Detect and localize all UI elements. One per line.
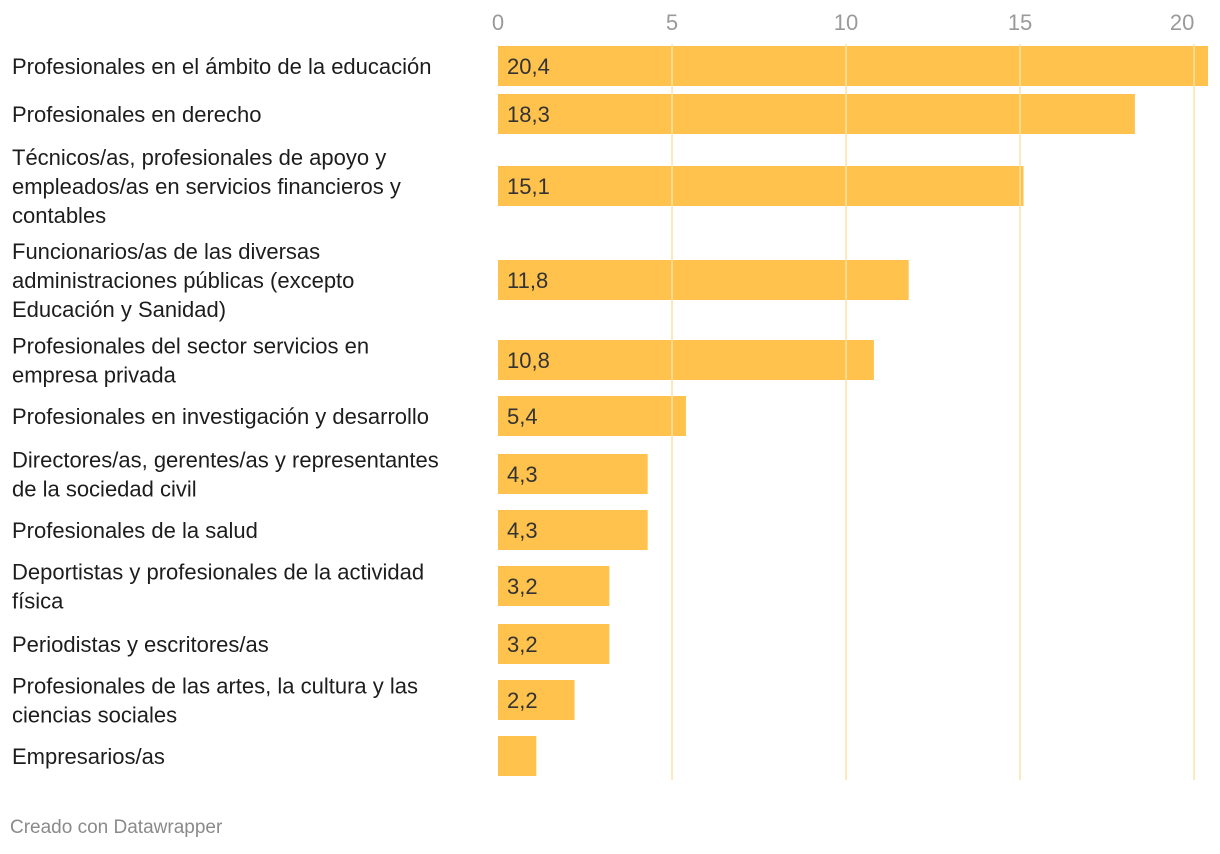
bar-value-label: 2,2 bbox=[507, 688, 538, 713]
category-label: Profesionales de las artes, la cultura y… bbox=[12, 674, 418, 728]
category-label: Profesionales de la salud bbox=[12, 518, 258, 543]
category-label-line: Profesionales en el ámbito de la educaci… bbox=[12, 54, 432, 79]
bar bbox=[498, 680, 575, 720]
category-label-line: Profesionales en derecho bbox=[12, 102, 262, 127]
bar bbox=[498, 396, 686, 436]
category-label-line: Periodistas y escritores/as bbox=[12, 632, 269, 657]
category-label-line: contables bbox=[12, 203, 106, 228]
category-label: Profesionales en derecho bbox=[12, 102, 262, 127]
bar bbox=[498, 566, 610, 606]
category-label-line: Empresarios/as bbox=[12, 744, 165, 769]
x-tick-label: 15 bbox=[1008, 10, 1032, 35]
bar bbox=[498, 166, 1024, 206]
x-tick-label: 20 bbox=[1170, 10, 1194, 35]
bar bbox=[498, 46, 1208, 86]
category-label: Profesionales en el ámbito de la educaci… bbox=[12, 54, 432, 79]
category-label-line: de la sociedad civil bbox=[12, 477, 197, 502]
bar-value-label: 15,1 bbox=[507, 174, 550, 199]
bar bbox=[498, 736, 537, 776]
category-label-line: Profesionales de las artes, la cultura y… bbox=[12, 674, 418, 699]
category-label: Profesionales en investigación y desarro… bbox=[12, 404, 429, 429]
bar-value-label: 3,2 bbox=[507, 632, 538, 657]
bar-value-label: 10,8 bbox=[507, 348, 550, 373]
bar bbox=[498, 260, 909, 300]
x-tick-label: 5 bbox=[666, 10, 678, 35]
x-tick-label: 10 bbox=[834, 10, 858, 35]
credit-text: Creado con Datawrapper bbox=[10, 817, 223, 838]
category-label: Profesionales del sector servicios en emp… bbox=[12, 334, 369, 388]
category-label-line: empresa privada bbox=[12, 363, 177, 388]
category-label-line: Técnicos/as, profesionales de apoyo y bbox=[12, 145, 386, 170]
category-label: Técnicos/as, profesionales de apoyo y emp… bbox=[12, 145, 401, 228]
bar bbox=[498, 624, 610, 664]
category-label: Periodistas y escritores/as bbox=[12, 632, 269, 657]
bar-value-label: 4,3 bbox=[507, 462, 538, 487]
bar-value-label: 18,3 bbox=[507, 102, 550, 127]
bar-value-label: 20,4 bbox=[507, 54, 550, 79]
bar-value-label: 3,2 bbox=[507, 574, 538, 599]
bar-value-label: 4,3 bbox=[507, 518, 538, 543]
category-label-line: Educación y Sanidad) bbox=[12, 297, 226, 322]
category-label-line: Funcionarios/as de las diversas bbox=[12, 239, 320, 264]
category-label-line: Directores/as, gerentes/as y representan… bbox=[12, 448, 439, 473]
category-label: Funcionarios/as de las diversas administr… bbox=[12, 239, 354, 322]
bar bbox=[498, 340, 874, 380]
category-label-line: Profesionales en investigación y desarro… bbox=[12, 404, 429, 429]
category-label-line: física bbox=[12, 589, 64, 614]
bar-value-label: 5,4 bbox=[507, 404, 538, 429]
category-label-line: administraciones públicas (excepto bbox=[12, 268, 354, 293]
bar bbox=[498, 454, 648, 494]
category-label-line: Profesionales de la salud bbox=[12, 518, 258, 543]
category-label: Deportistas y profesionales de la activi… bbox=[12, 560, 424, 614]
category-label-line: ciencias sociales bbox=[12, 703, 177, 728]
bar bbox=[498, 510, 648, 550]
category-label: Directores/as, gerentes/as y representan… bbox=[12, 448, 439, 502]
bar-value-label: 11,8 bbox=[507, 268, 548, 293]
category-label-line: empleados/as en servicios financieros y bbox=[12, 174, 401, 199]
category-label: Empresarios/as bbox=[12, 744, 165, 769]
category-label-line: Profesionales del sector servicios en bbox=[12, 334, 369, 359]
bar bbox=[498, 94, 1135, 134]
category-label-line: Deportistas y profesionales de la activi… bbox=[12, 560, 424, 585]
x-tick-label: 0 bbox=[492, 10, 504, 35]
